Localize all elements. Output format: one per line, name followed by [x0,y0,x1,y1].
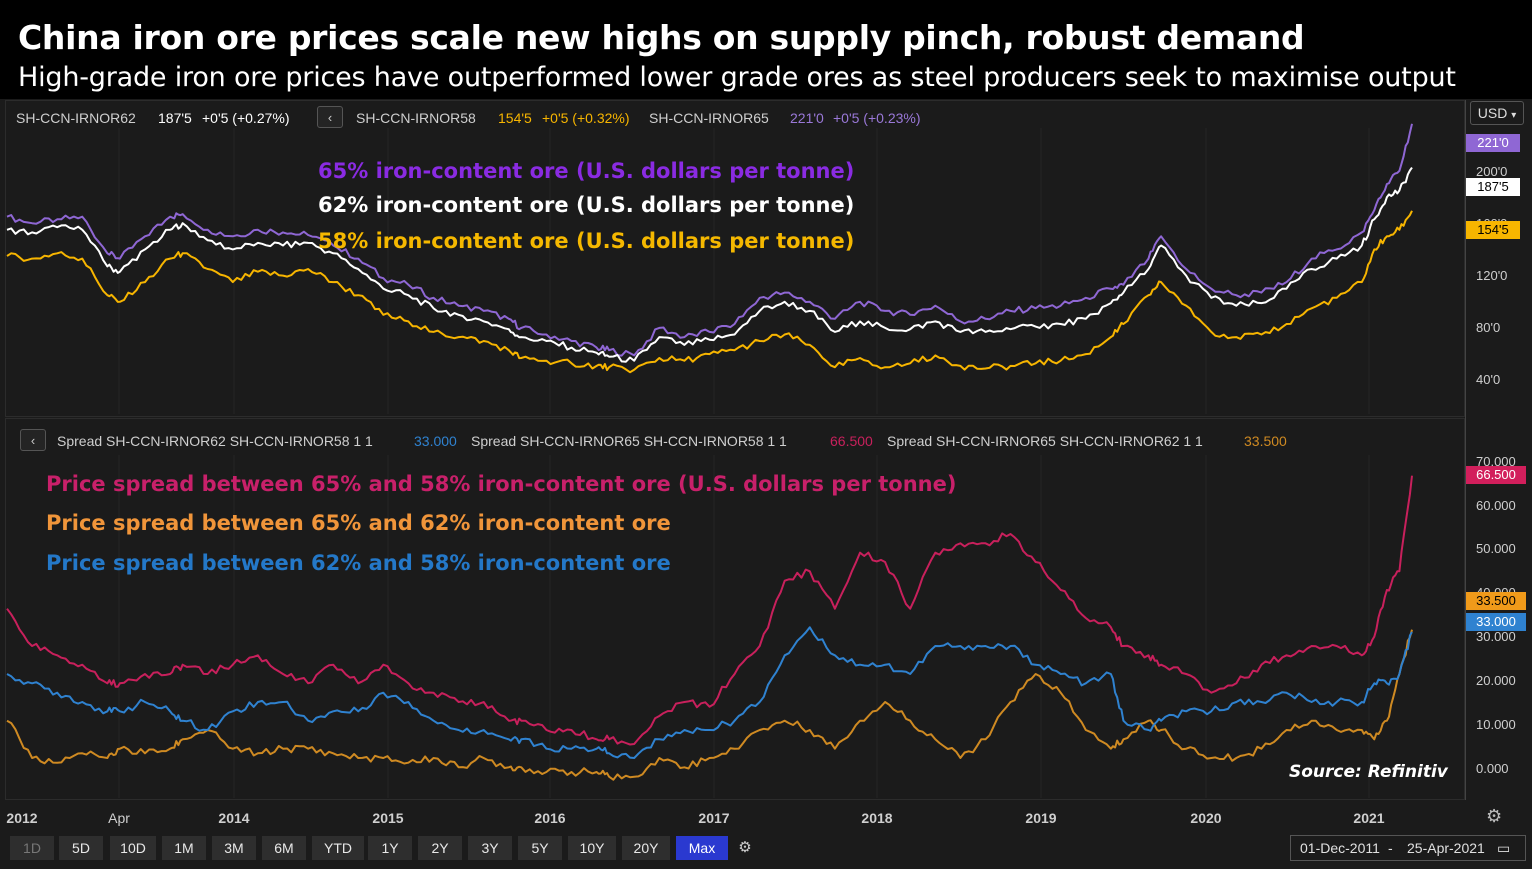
date-range-picker[interactable]: 01-Dec-2011 - 25-Apr-2021 ▭ [1290,835,1526,861]
x-tick-label: 2018 [861,810,893,826]
range-button-3m[interactable]: 3M [212,836,256,860]
x-tick-label: 2014 [218,810,250,826]
legend-spread-65-58-name: Spread SH-CCN-IRNOR65 SH-CCN-IRNOR58 1 1 [471,433,787,449]
legend-spread-65-62-name: Spread SH-CCN-IRNOR65 SH-CCN-IRNOR62 1 1 [887,433,1203,449]
legend-58-name: SH-CCN-IRNOR58 [356,110,476,126]
y-tick-bottom: 50.000 [1476,541,1516,556]
y-tick-bottom: 30.000 [1476,629,1516,644]
range-button-10d[interactable]: 10D [110,836,156,860]
currency-label: USD [1477,105,1508,121]
last-value-tag-65: 221'0 [1466,134,1520,152]
last-value-tag-62: 187'5 [1466,178,1520,196]
y-axis-divider [1465,100,1466,800]
y-tick-bottom: 20.000 [1476,673,1516,688]
range-button-5d[interactable]: 5D [59,836,103,860]
last-value-tag-spread-62-58: 33.000 [1466,613,1526,631]
chevron-down-icon: ▾ [1511,110,1517,121]
x-tick-label: 2012 [6,810,38,826]
range-button-max[interactable]: Max [676,836,728,860]
page-subtitle: High-grade iron ore prices have outperfo… [18,62,1456,93]
y-tick-bottom: 0.000 [1476,761,1509,776]
range-button-1d[interactable]: 1D [10,836,54,860]
series-line-spread-sh-ccn-irnor65-sh-ccn-irnor62-1-1 [6,629,1413,781]
range-button-1y[interactable]: 1Y [368,836,412,860]
range-button-3y[interactable]: 3Y [468,836,512,860]
series-line-sh-ccn-irnor65 [6,123,1413,357]
spread-pane[interactable] [5,418,1465,800]
chart-header: China iron ore prices scale new highs on… [0,0,1532,100]
currency-selector[interactable]: USD ▾ [1470,101,1524,125]
x-tick-label: 2016 [534,810,566,826]
last-value-tag-58: 154'5 [1466,221,1520,239]
legend-62-change: +0'5 (+0.27%) [202,110,290,126]
range-button-6m[interactable]: 6M [262,836,306,860]
legend-58-value: 154'5 [498,110,532,126]
range-button-1m[interactable]: 1M [162,836,206,860]
legend-65-change: +0'5 (+0.23%) [833,110,921,126]
legend-spread-62-58-value: 33.000 [414,433,457,449]
price-pane[interactable] [5,100,1465,417]
x-tick-label: 2015 [372,810,404,826]
series-line-spread-sh-ccn-irnor65-sh-ccn-irnor58-1-1 [6,475,1413,746]
gear-icon[interactable]: ⚙ [1486,806,1503,826]
annotation-65: 65% iron-content ore (U.S. dollars per t… [318,159,855,183]
x-tick-label: 2020 [1190,810,1222,826]
series-line-spread-sh-ccn-irnor62-sh-ccn-irnor58-1-1 [6,626,1413,759]
annotation-spread-62-58: Price spread between 62% and 58% iron-co… [46,551,671,575]
series-line-sh-ccn-irnor58 [6,210,1413,374]
range-button-2y[interactable]: 2Y [418,836,462,860]
annotation-spread-65-62: Price spread between 65% and 62% iron-co… [46,511,671,535]
legend-62-name: SH-CCN-IRNOR62 [16,110,136,126]
page-title: China iron ore prices scale new highs on… [18,18,1305,57]
y-tick-top: 40'0 [1476,372,1501,387]
annotation-62: 62% iron-content ore (U.S. dollars per t… [318,193,855,217]
date-start[interactable]: 01-Dec-2011 [1300,840,1380,856]
last-value-tag-spread-65-62: 33.500 [1466,592,1526,610]
date-separator: - [1388,840,1393,856]
legend-65-name: SH-CCN-IRNOR65 [649,110,769,126]
last-value-tag-spread-65-58: 66.500 [1466,466,1526,484]
x-tick-label: 2021 [1353,810,1385,826]
legend-65-value: 221'0 [790,110,824,126]
range-button-20y[interactable]: 20Y [622,836,670,860]
range-button-ytd[interactable]: YTD [312,836,364,860]
y-tick-top: 120'0 [1476,268,1508,283]
collapse-spread-legend-button[interactable]: ‹ [20,429,46,451]
y-tick-bottom: 60.000 [1476,498,1516,513]
y-tick-top: 80'0 [1476,320,1501,335]
x-tick-label: Apr [108,810,130,826]
calendar-icon[interactable]: ▭ [1497,840,1511,856]
source-label: Source: Refinitiv [1289,762,1448,782]
annotation-58: 58% iron-content ore (U.S. dollars per t… [318,229,855,253]
x-tick-label: 2017 [698,810,730,826]
range-button-5y[interactable]: 5Y [518,836,562,860]
annotation-spread-65-58: Price spread between 65% and 58% iron-co… [46,472,957,496]
y-tick-top: 200'0 [1476,164,1508,179]
legend-62-value: 187'5 [158,110,192,126]
legend-58-change: +0'5 (+0.32%) [542,110,630,126]
x-tick-label: 2019 [1025,810,1057,826]
legend-spread-65-62-value: 33.500 [1244,433,1287,449]
y-tick-bottom: 10.000 [1476,717,1516,732]
collapse-legend-button[interactable]: ‹ [317,106,343,128]
range-button-10y[interactable]: 10Y [568,836,616,860]
series-line-sh-ccn-irnor62 [6,167,1413,363]
legend-spread-62-58-name: Spread SH-CCN-IRNOR62 SH-CCN-IRNOR58 1 1 [57,433,373,449]
y-tick-bottom: 70.000 [1476,454,1516,469]
settings-gear-icon[interactable]: ⚙ [738,839,752,856]
legend-spread-65-58-value: 66.500 [830,433,873,449]
date-end[interactable]: 25-Apr-2021 [1407,840,1485,856]
